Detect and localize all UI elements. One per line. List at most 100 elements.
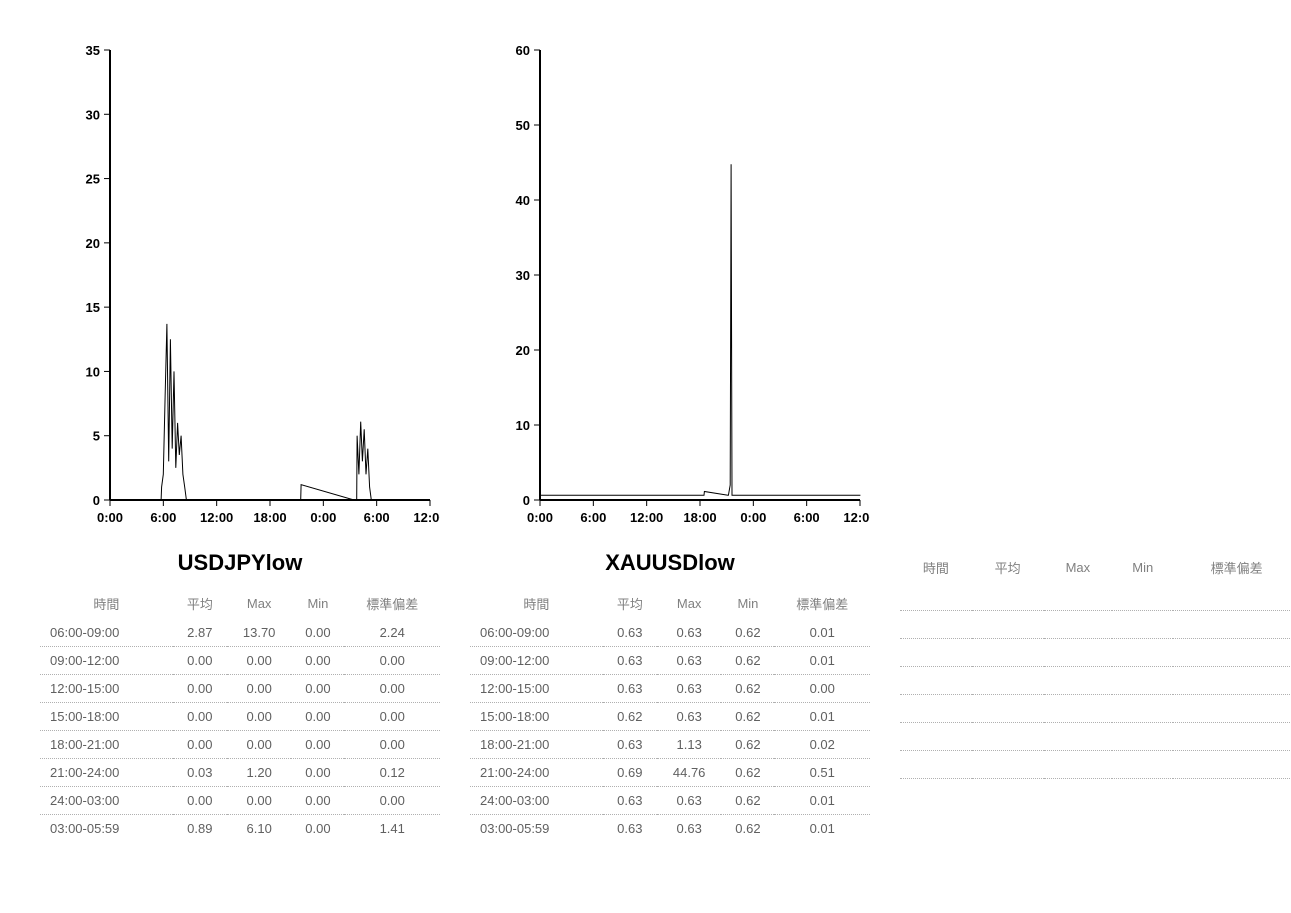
table-row: 18:00-21:000.000.000.000.00 [40, 731, 440, 759]
cell-avg: 0.00 [173, 675, 227, 703]
col-stddev: 標準偏差 [344, 588, 440, 619]
svg-text:12:00: 12:00 [413, 510, 440, 525]
cell-min: 0.00 [291, 675, 344, 703]
cell-stddev [1173, 751, 1291, 779]
svg-text:0:00: 0:00 [97, 510, 123, 525]
cell-min: 0.62 [721, 675, 774, 703]
chart-xauusd: 01020304050600:006:0012:0018:000:006:001… [470, 40, 870, 540]
cell-min: 0.62 [721, 787, 774, 815]
cell-min: 0.00 [291, 703, 344, 731]
cell-max [1044, 751, 1113, 779]
cell-max: 0.00 [227, 731, 292, 759]
cell-avg: 0.63 [603, 619, 657, 647]
cell-min [1112, 639, 1173, 667]
svg-text:18:00: 18:00 [683, 510, 716, 525]
cell-avg: 0.63 [603, 647, 657, 675]
table-row: 03:00-05:590.896.100.001.41 [40, 815, 440, 843]
cell-stddev: 0.12 [344, 759, 440, 787]
svg-text:6:00: 6:00 [794, 510, 820, 525]
cell-min: 0.62 [721, 759, 774, 787]
cell-avg: 0.89 [173, 815, 227, 843]
cell-time: 24:00-03:00 [40, 787, 173, 815]
svg-text:30: 30 [86, 107, 100, 122]
table-header-row: 時間 平均 Max Min 標準偏差 [470, 588, 870, 619]
cell-stddev: 0.00 [344, 703, 440, 731]
table-header-row: 時間 平均 Max Min 標準偏差 [900, 552, 1291, 583]
cell-min: 0.62 [721, 647, 774, 675]
cell-stddev: 0.02 [774, 731, 870, 759]
cell-min: 0.00 [291, 619, 344, 647]
cell-stddev: 0.00 [344, 647, 440, 675]
cell-time: 06:00-09:00 [470, 619, 603, 647]
cell-max [1044, 611, 1113, 639]
cell-min: 0.62 [721, 731, 774, 759]
cell-stddev: 0.01 [774, 815, 870, 843]
cell-time: 18:00-21:00 [470, 731, 603, 759]
cell-avg: 2.87 [173, 619, 227, 647]
col-time: 時間 [900, 552, 972, 583]
stats-table-usdjpy: 時間 平均 Max Min 標準偏差 06:00-09:002.8713.700… [40, 588, 440, 842]
cell-stddev: 0.01 [774, 703, 870, 731]
svg-text:12:00: 12:00 [630, 510, 663, 525]
cell-max: 13.70 [227, 619, 292, 647]
cell-max: 0.00 [227, 647, 292, 675]
table-row: 21:00-24:000.031.200.000.12 [40, 759, 440, 787]
cell-stddev: 0.01 [774, 619, 870, 647]
cell-max [1044, 639, 1113, 667]
table-row [900, 723, 1291, 751]
cell-stddev: 0.00 [344, 731, 440, 759]
column-empty: 時間 平均 Max Min 標準偏差 [900, 40, 1291, 842]
cell-max: 44.76 [657, 759, 722, 787]
col-avg: 平均 [972, 552, 1044, 583]
cell-avg: 0.00 [173, 647, 227, 675]
table-row [900, 667, 1291, 695]
cell-max [1044, 667, 1113, 695]
svg-text:20: 20 [516, 343, 530, 358]
cell-max: 1.13 [657, 731, 722, 759]
svg-text:0: 0 [523, 493, 530, 508]
cell-max: 0.63 [657, 647, 722, 675]
table-row [900, 779, 1291, 807]
cell-time [900, 723, 972, 751]
cell-max: 0.63 [657, 815, 722, 843]
table-row: 24:00-03:000.630.630.620.01 [470, 787, 870, 815]
col-min: Min [721, 588, 774, 619]
chart-empty [900, 40, 1291, 540]
table-row: 24:00-03:000.000.000.000.00 [40, 787, 440, 815]
cell-max: 1.20 [227, 759, 292, 787]
svg-text:6:00: 6:00 [580, 510, 606, 525]
cell-stddev [1173, 723, 1291, 751]
table-row [900, 611, 1291, 639]
cell-time: 12:00-15:00 [470, 675, 603, 703]
table-row: 12:00-15:000.000.000.000.00 [40, 675, 440, 703]
cell-min: 0.62 [721, 703, 774, 731]
cell-time [900, 611, 972, 639]
cell-min [1112, 667, 1173, 695]
svg-text:12:00: 12:00 [200, 510, 233, 525]
cell-stddev [1173, 695, 1291, 723]
column-xauusd: 01020304050600:006:0012:0018:000:006:001… [470, 40, 870, 842]
cell-max: 0.63 [657, 619, 722, 647]
cell-min [1112, 583, 1173, 611]
cell-avg [972, 695, 1044, 723]
cell-avg: 0.69 [603, 759, 657, 787]
cell-avg: 0.63 [603, 731, 657, 759]
cell-max: 0.00 [227, 787, 292, 815]
svg-text:10: 10 [516, 418, 530, 433]
cell-max: 0.00 [227, 703, 292, 731]
chart-svg-usdjpy: 051015202530350:006:0012:0018:000:006:00… [40, 40, 440, 540]
col-stddev: 標準偏差 [1173, 552, 1291, 583]
col-min: Min [291, 588, 344, 619]
svg-text:0:00: 0:00 [527, 510, 553, 525]
cell-time: 18:00-21:00 [40, 731, 173, 759]
col-avg: 平均 [173, 588, 227, 619]
col-max: Max [1044, 552, 1113, 583]
stats-table-empty: 時間 平均 Max Min 標準偏差 [900, 552, 1291, 806]
svg-text:0: 0 [93, 493, 100, 508]
table-row: 03:00-05:590.630.630.620.01 [470, 815, 870, 843]
table-row: 15:00-18:000.000.000.000.00 [40, 703, 440, 731]
cell-min: 0.00 [291, 759, 344, 787]
col-time: 時間 [470, 588, 603, 619]
svg-text:18:00: 18:00 [253, 510, 286, 525]
cell-time: 15:00-18:00 [40, 703, 173, 731]
